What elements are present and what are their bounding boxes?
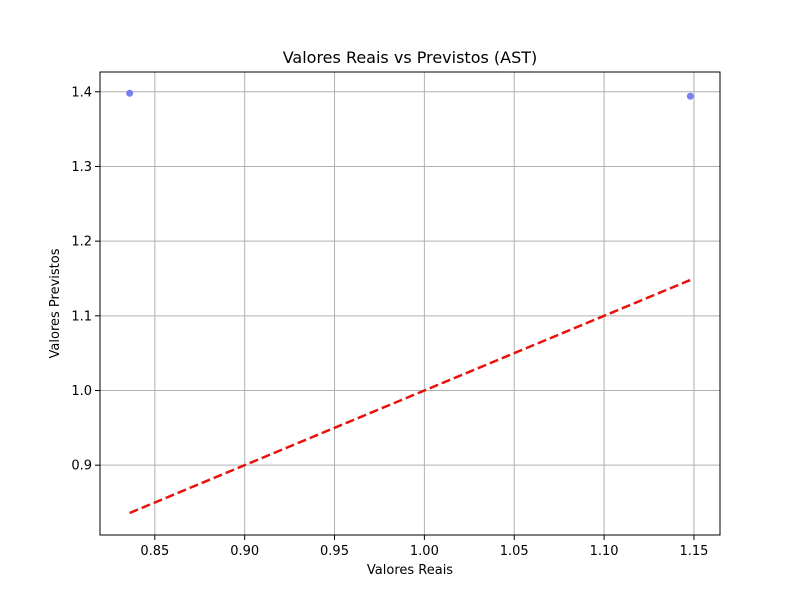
y-tick-label: 1.0: [71, 384, 92, 399]
plot-data: [126, 89, 694, 515]
y-tick-label: 1.1: [71, 309, 92, 324]
plot-frame: [99, 71, 721, 536]
y-tick-label: 1.4: [71, 85, 92, 100]
x-tick-label: 1.15: [679, 544, 708, 559]
x-tick-label: 1.05: [500, 544, 529, 559]
reference-line: [129, 278, 691, 515]
x-tick-label: 1.10: [590, 544, 619, 559]
x-axis-label: Valores Reais: [367, 563, 453, 578]
y-axis-label: Valores Previstos: [48, 248, 63, 358]
x-tick-label: 0.85: [140, 544, 169, 559]
data-point: [126, 89, 134, 97]
x-tick-label: 0.95: [320, 544, 349, 559]
y-tick-label: 0.9: [71, 459, 92, 474]
grid: [100, 72, 720, 535]
axes-ticks: 0.85 0.90 0.95 1.00 1.05 1.10 1.15 0.9 1.0 1.1 1.2…: [71, 85, 708, 559]
x-tick-label: 1.00: [410, 544, 439, 559]
x-tick-label: 0.90: [230, 544, 259, 559]
y-tick-label: 1.2: [71, 235, 92, 250]
y-tick-label: 1.3: [71, 160, 92, 175]
chart-title: Valores Reais vs Previstos (AST): [283, 48, 538, 67]
data-point: [686, 92, 694, 100]
